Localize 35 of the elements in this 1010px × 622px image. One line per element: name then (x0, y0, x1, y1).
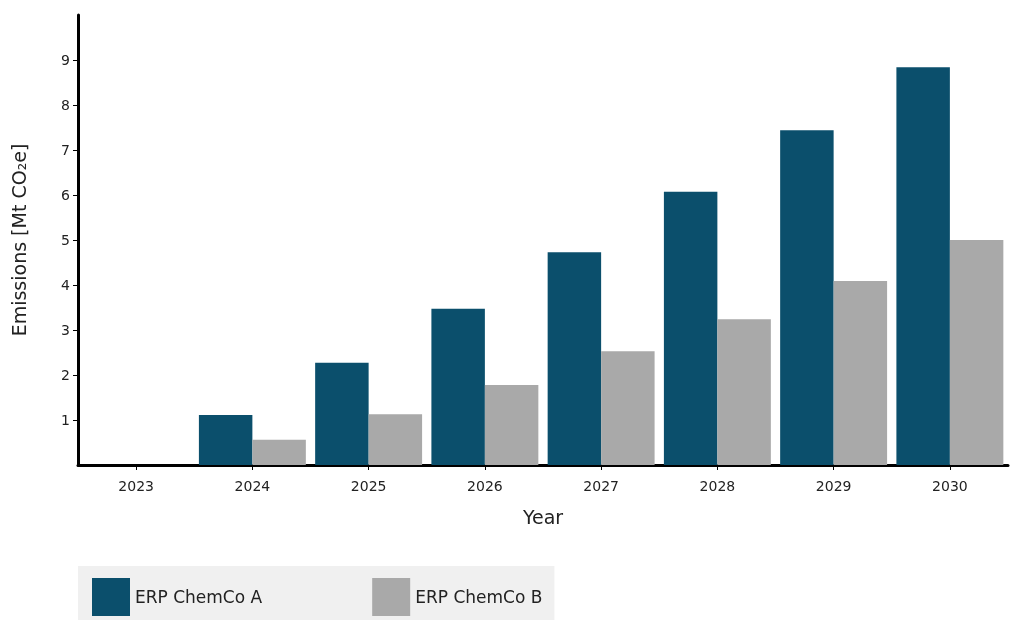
bar (601, 351, 655, 465)
y-tick-label: 9 (61, 52, 70, 68)
bar (368, 414, 423, 465)
bar (547, 252, 602, 465)
bar (833, 280, 888, 465)
x-tick-label: 2027 (583, 478, 619, 494)
bar (949, 240, 1004, 465)
x-tick-label: 2025 (350, 478, 387, 494)
x-tick-label: 2024 (234, 478, 271, 494)
bar (717, 319, 771, 465)
y-tick-label: 2 (61, 367, 70, 383)
legend-label: ERP ChemCo B (415, 587, 543, 607)
bar (484, 384, 539, 465)
bar (780, 130, 834, 465)
bar (663, 191, 718, 465)
bar (896, 67, 950, 465)
y-tick-label: 8 (61, 97, 70, 113)
y-tick-label: 7 (61, 142, 70, 158)
y-tick-label: 4 (61, 277, 71, 293)
x-tick-label: 2029 (815, 478, 852, 494)
y-tick-label: 3 (61, 322, 70, 338)
bar (252, 439, 306, 465)
legend-label: ERP ChemCo A (135, 587, 263, 607)
y-tick-label: 1 (61, 412, 70, 428)
x-tick-label: 2028 (699, 478, 736, 494)
y-axis-title: Emissions [Mt CO₂e] (7, 143, 30, 337)
bar (198, 415, 253, 465)
y-tick-label: 6 (61, 187, 71, 203)
x-tick-label: 2026 (467, 478, 503, 494)
x-tick-label: 2023 (118, 478, 154, 494)
bar (431, 308, 485, 465)
x-tick-label: 2030 (932, 478, 968, 494)
bar (315, 362, 369, 465)
x-axis-title: Year (521, 505, 564, 528)
y-tick-label: 5 (61, 232, 70, 248)
